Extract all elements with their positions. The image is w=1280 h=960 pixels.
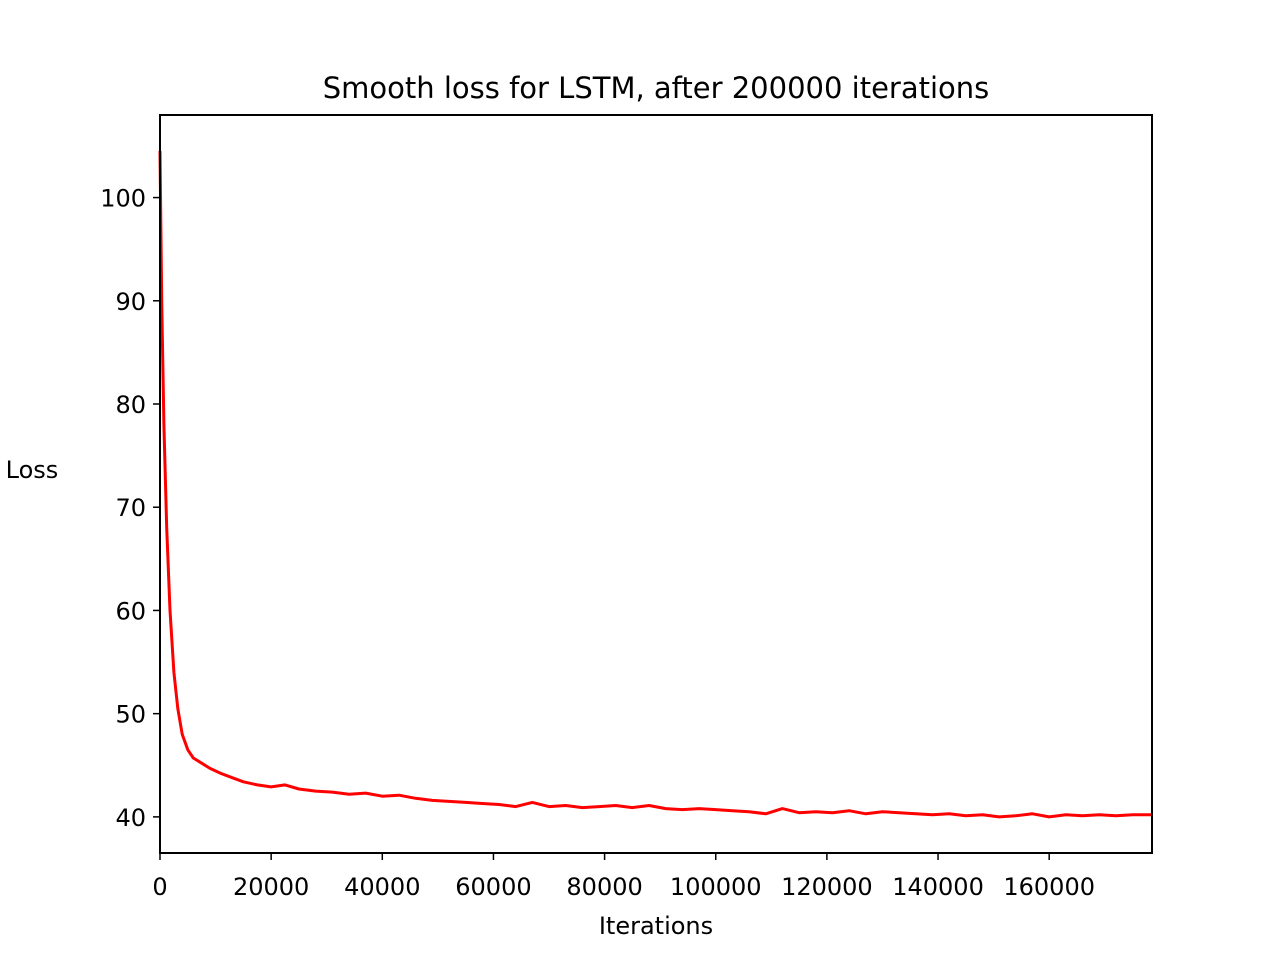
- y-tick-label: 100: [100, 185, 146, 213]
- y-tick-label: 40: [115, 804, 146, 832]
- axes-frame: [159, 114, 1153, 854]
- y-tick-label: 70: [115, 494, 146, 522]
- x-tick-label: 0: [152, 873, 167, 901]
- plot-area: [158, 151, 1152, 819]
- chart-title: Smooth loss for LSTM, after 200000 itera…: [323, 71, 990, 105]
- x-axis: 0 20000 40000 60000 80000 100000 120000 140000 1…: [152, 853, 1095, 901]
- y-tick-label: 50: [115, 701, 146, 729]
- y-tick-label: 80: [115, 391, 146, 419]
- x-tick-label: 100000: [670, 873, 762, 901]
- x-tick-label: 160000: [1003, 873, 1095, 901]
- x-tick-label: 120000: [781, 873, 873, 901]
- x-tick-label: 40000: [344, 873, 420, 901]
- x-axis-label: Iterations: [599, 912, 713, 940]
- loss-series-line: [158, 151, 1152, 819]
- x-tick-label: 140000: [892, 873, 984, 901]
- x-tick-label: 20000: [233, 873, 309, 901]
- y-tick-label: 60: [115, 597, 146, 625]
- y-axis-label: Loss: [6, 456, 59, 484]
- x-tick-label: 60000: [455, 873, 531, 901]
- y-axis: 40 50 60 70 80 90 100: [100, 185, 160, 832]
- y-tick-label: 90: [115, 288, 146, 316]
- x-tick-label: 80000: [566, 873, 642, 901]
